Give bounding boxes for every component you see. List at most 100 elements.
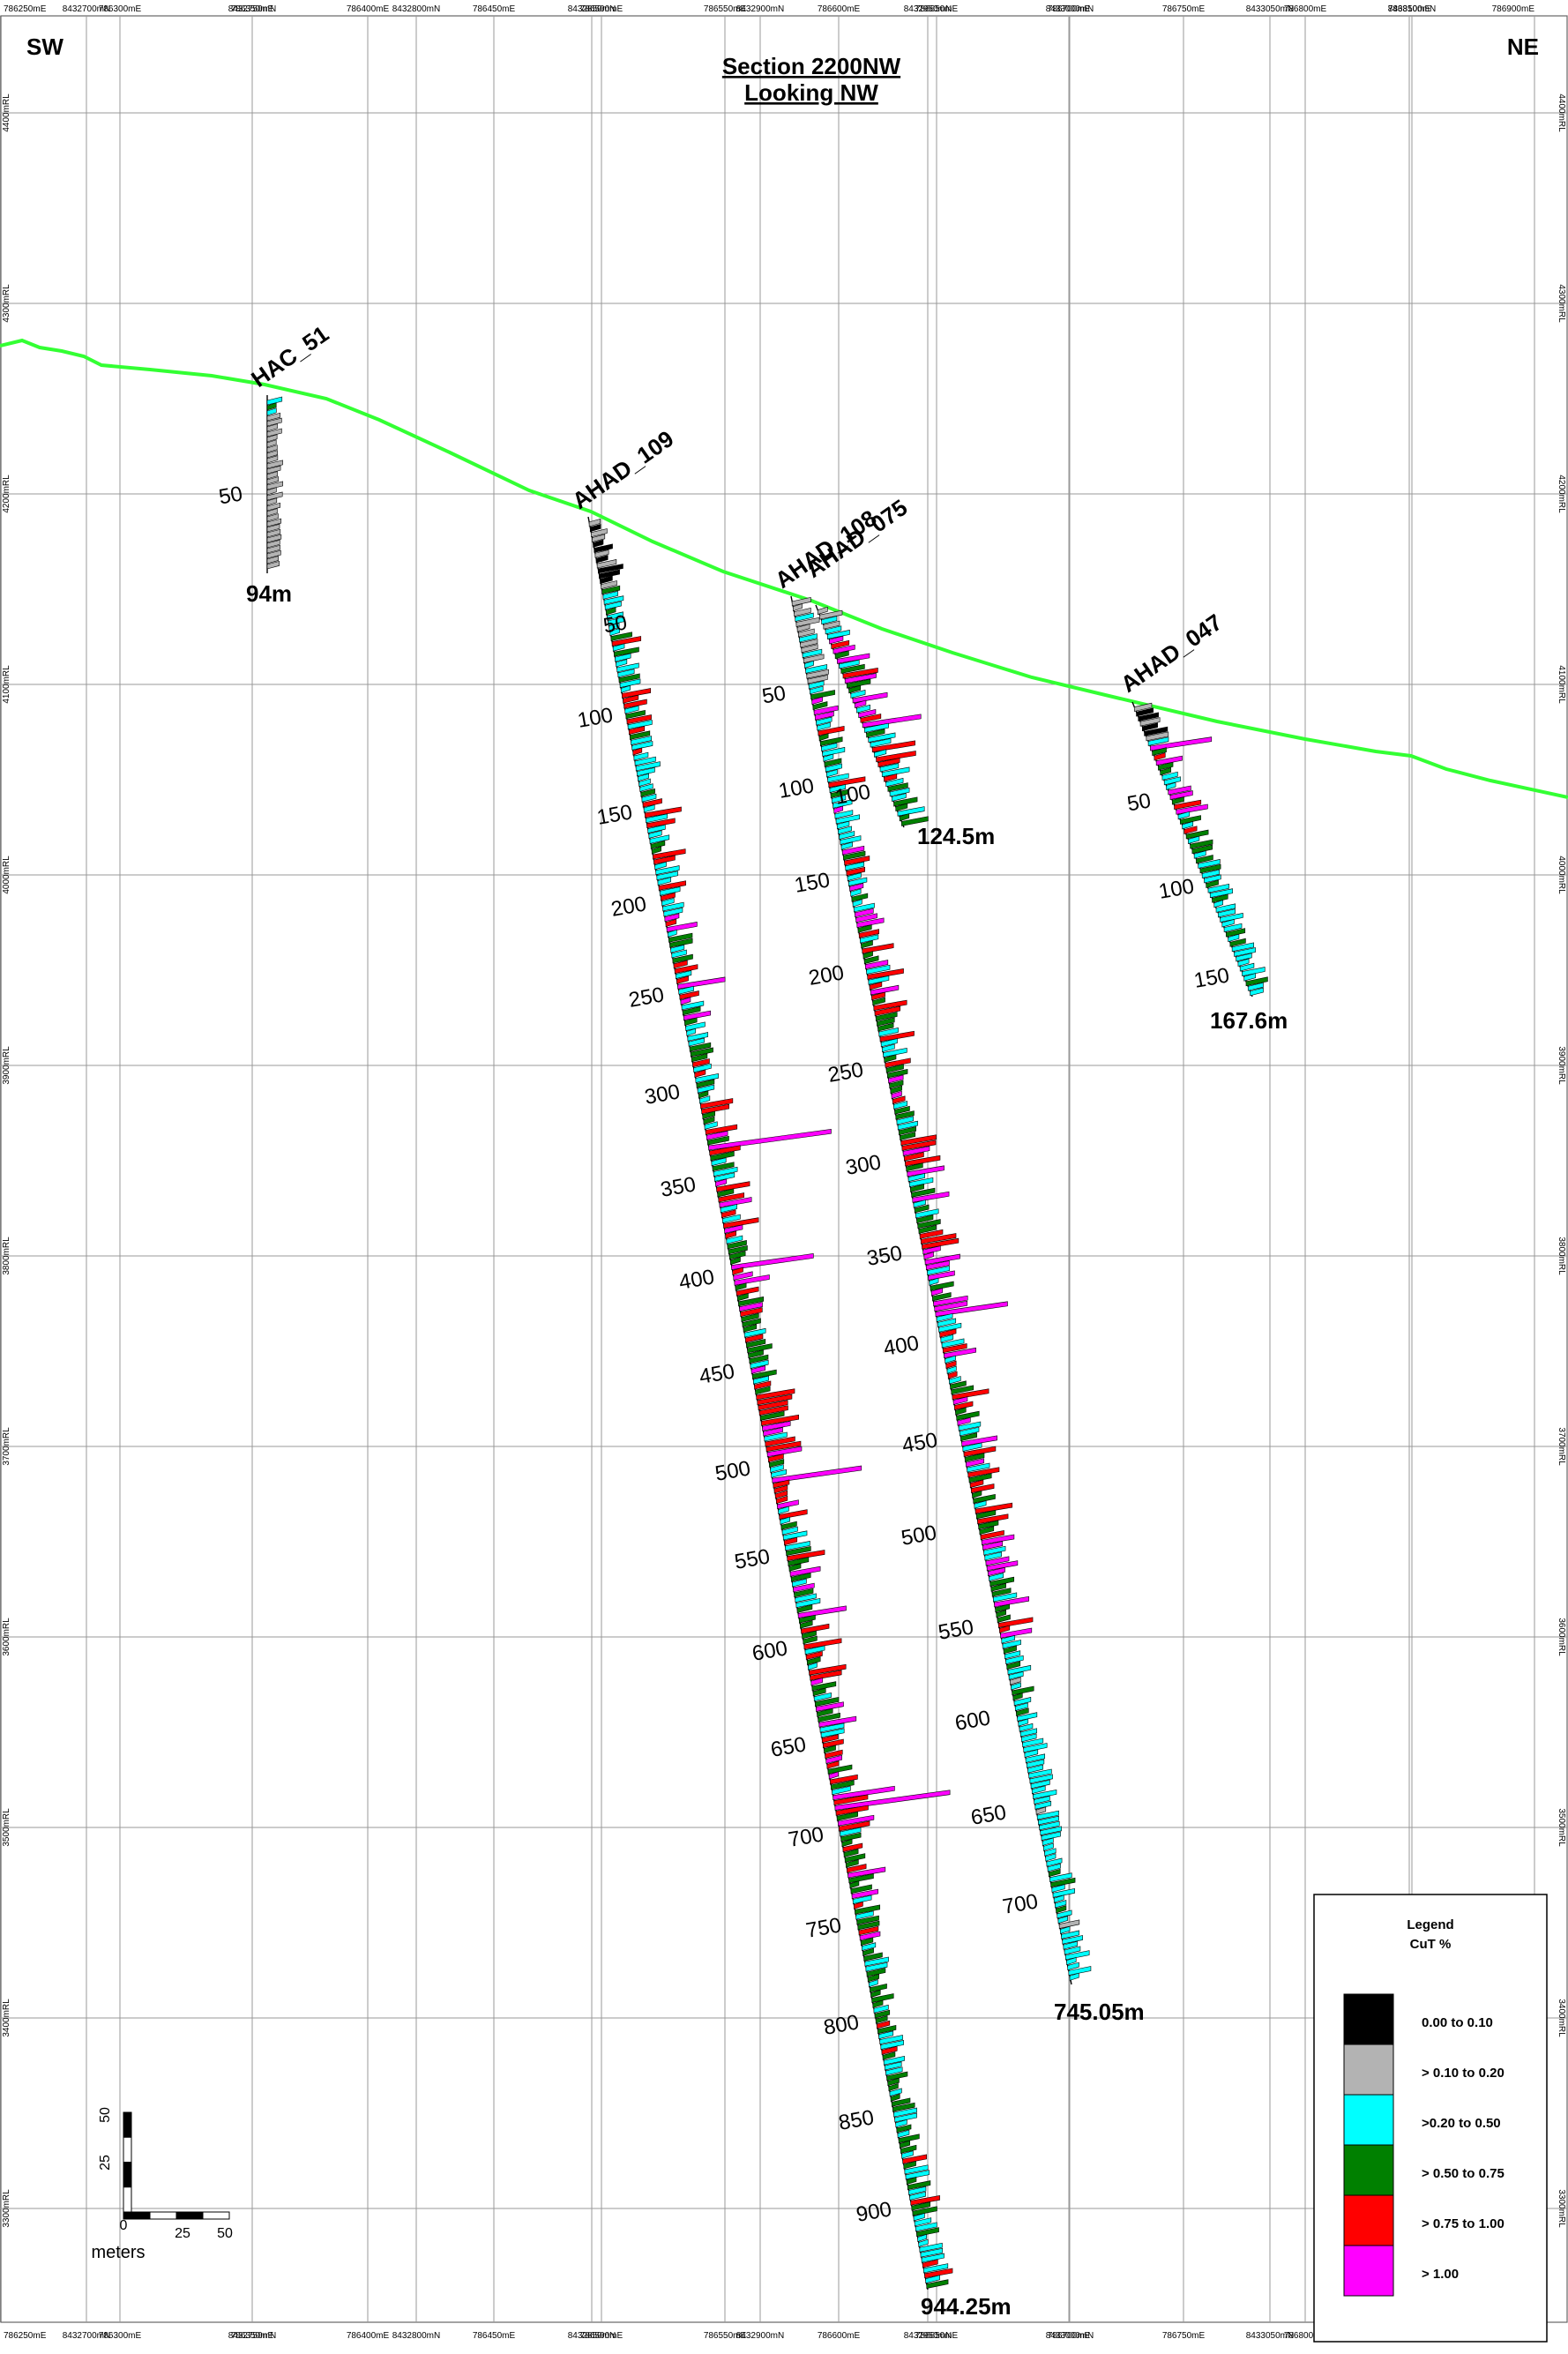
assay-interval-bar <box>779 1509 808 1520</box>
assay-interval-bar <box>642 798 662 808</box>
depth-label: 50 <box>1125 788 1153 816</box>
assay-interval-bar <box>606 607 616 616</box>
right-axis-label: 4300mRL <box>1557 284 1566 323</box>
assay-interval-bar <box>266 508 278 517</box>
assay-interval-bar <box>804 660 814 669</box>
assay-interval-bar <box>962 1442 982 1452</box>
bottom-axis-label: 8433000mN <box>1046 2331 1094 2341</box>
assay-interval-bar <box>988 1566 1005 1577</box>
assay-interval-bar <box>266 407 277 416</box>
assay-interval-bar <box>834 810 854 819</box>
assay-interval-bar <box>818 1715 857 1728</box>
assay-interval-bar <box>1171 796 1184 805</box>
legend-swatch <box>1343 2194 1394 2246</box>
assay-interval-bar <box>1206 879 1219 888</box>
assay-interval-bar <box>643 804 655 813</box>
assay-interval-bar <box>817 606 828 615</box>
assay-interval-bar <box>720 1204 737 1214</box>
assay-interval-bar <box>1027 1764 1043 1774</box>
assay-interval-bar <box>711 1157 727 1167</box>
assay-interval-bar <box>969 1479 984 1489</box>
assay-interval-bar <box>266 487 277 496</box>
depth-label: 50 <box>601 610 629 638</box>
depth-label: 100 <box>576 703 615 733</box>
left-axis-label: 3600mRL <box>2 1618 11 1656</box>
assay-interval-bar <box>907 2180 931 2190</box>
assay-interval-bar <box>997 1617 1034 1628</box>
assay-interval-bar <box>266 428 282 437</box>
assay-interval-bar <box>770 1464 784 1473</box>
right-axis-label: 3900mRL <box>1557 1046 1566 1085</box>
assay-interval-bar <box>877 2024 897 2035</box>
assay-interval-bar <box>897 1120 918 1131</box>
depth-label: 400 <box>677 1265 716 1295</box>
assay-interval-bar <box>994 1595 1029 1608</box>
assay-interval-bar <box>828 1771 839 1780</box>
assay-interval-bar <box>967 1467 1000 1478</box>
assay-interval-bar <box>832 1785 851 1796</box>
assay-interval-bar <box>840 1832 862 1842</box>
assay-interval-bar <box>617 669 635 678</box>
assay-interval-bar <box>1190 839 1213 849</box>
assay-interval-bar <box>893 2107 917 2118</box>
assay-interval-bar <box>774 1490 788 1499</box>
assay-interval-bar <box>1065 1950 1090 1961</box>
assay-interval-bar <box>818 733 829 742</box>
assay-interval-bar <box>622 688 652 699</box>
assay-interval-bar <box>1044 1848 1057 1857</box>
assay-interval-bar <box>1016 1708 1029 1716</box>
assay-interval-bar <box>870 1984 887 1993</box>
assay-interval-bar <box>795 1593 817 1603</box>
assay-interval-bar <box>829 784 846 793</box>
legend-swatch <box>1343 2245 1394 2297</box>
assay-interval-bar <box>1161 771 1178 781</box>
assay-interval-bar <box>923 2263 949 2274</box>
assay-interval-bar <box>689 1042 712 1052</box>
bottom-axis-label: 786600mE <box>818 2331 861 2341</box>
assay-interval-bar <box>1012 1685 1034 1696</box>
assay-interval-bar <box>961 1435 997 1446</box>
assay-interval-bar <box>830 788 849 798</box>
assay-interval-bar <box>761 1414 799 1426</box>
assay-interval-bar <box>840 835 862 845</box>
assay-interval-bar <box>1007 1664 1032 1675</box>
assay-interval-bar <box>780 1521 797 1530</box>
assay-interval-bar <box>807 1656 821 1665</box>
assay-interval-bar <box>822 747 846 757</box>
assay-interval-bar <box>926 2279 949 2289</box>
assay-interval-bar <box>976 1509 997 1520</box>
scale-bar-segment <box>123 2211 151 2220</box>
assay-interval-bar <box>266 523 280 533</box>
assay-interval-bar <box>984 1551 1002 1561</box>
assay-interval-bar <box>838 1814 875 1827</box>
assay-interval-bar <box>867 968 904 980</box>
assay-interval-bar <box>876 751 916 763</box>
assay-interval-bar <box>978 1520 999 1530</box>
assay-interval-bar <box>658 880 686 891</box>
assay-interval-bar <box>1025 1753 1046 1763</box>
assay-interval-bar <box>810 685 824 695</box>
assay-interval-bar <box>902 1146 930 1156</box>
legend-title: Legend <box>1407 1917 1453 1932</box>
assay-interval-bar <box>1024 1749 1039 1758</box>
assay-interval-bar <box>592 534 606 542</box>
legend-swatch <box>1343 2044 1394 2096</box>
assay-interval-bar <box>747 1343 773 1354</box>
assay-interval-bar <box>897 2129 910 2139</box>
assay-interval-bar <box>933 1295 968 1307</box>
assay-interval-bar <box>750 1359 769 1369</box>
assay-interval-bar <box>810 690 835 700</box>
assay-interval-bar <box>655 865 680 876</box>
assay-interval-bar <box>1004 1650 1021 1660</box>
assay-interval-bar <box>591 528 608 538</box>
assay-interval-bar <box>1066 1957 1077 1966</box>
assay-interval-bar <box>915 1208 939 1219</box>
assay-interval-bar <box>908 2186 927 2195</box>
assay-interval-bar <box>1034 1800 1052 1810</box>
scale-bar-segment <box>123 2186 132 2213</box>
assay-interval-bar <box>977 1513 1009 1525</box>
drillhole-end-depth: 944.25m <box>921 2293 1012 2320</box>
assay-interval-bar <box>1061 1930 1079 1939</box>
assay-interval-bar <box>844 856 870 866</box>
assay-interval-bar <box>1033 1789 1057 1799</box>
